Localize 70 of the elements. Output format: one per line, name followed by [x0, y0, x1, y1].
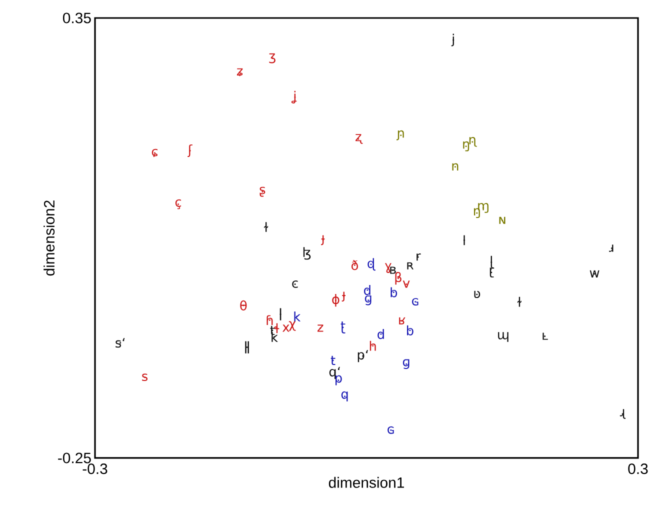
data-label: k [294, 312, 301, 322]
data-label: z [318, 324, 324, 332]
data-label: x [282, 324, 290, 332]
data-label: ǀ [280, 308, 282, 320]
data-label: β [395, 272, 402, 285]
data-label: ʁ [399, 317, 406, 324]
data-label: ɲ [396, 130, 404, 140]
data-label: ɢ [388, 426, 394, 434]
data-label: n [452, 163, 458, 170]
data-label: ɫ [517, 296, 522, 307]
data-label: ɸ [332, 294, 340, 307]
data-label: ǁ [245, 341, 249, 354]
data-label: h [370, 340, 376, 351]
data-label: ɹ [609, 244, 614, 252]
data-label: ɦ [266, 315, 273, 326]
y-axis-title: dimension2 [44, 200, 55, 276]
data-label: q [341, 391, 348, 402]
data-label: ɴ [499, 216, 506, 224]
data-label: v [402, 280, 410, 288]
y-tick-label: 0.35 [62, 12, 91, 24]
x-axis-title: dimension1 [328, 476, 404, 488]
data-label: s‘ [116, 338, 125, 348]
y-tick-label: -0.25 [58, 452, 91, 464]
data-label: t [330, 356, 336, 365]
data-label: ŋ [474, 208, 480, 218]
data-label: d [378, 329, 384, 340]
data-label: ɡ [402, 359, 410, 369]
data-label: ɡ [364, 295, 372, 306]
data-label: b [390, 287, 398, 298]
data-label: ʙ [390, 266, 396, 274]
data-label: ʃ [188, 144, 192, 157]
data-label: ɰ [498, 332, 508, 342]
data-label: ɽ [490, 267, 494, 278]
data-label: s [142, 374, 148, 382]
data-label: ɮ [303, 247, 311, 260]
data-label: ʑ [236, 68, 243, 76]
data-label: ɣ [384, 263, 392, 273]
data-label: ɟ [342, 292, 346, 302]
data-label: ʈ [340, 322, 346, 334]
data-label: c [292, 280, 298, 288]
data-label: ɕ [152, 148, 158, 157]
data-label: ʒ [269, 53, 276, 64]
x-tick-label: 0.3 [628, 463, 648, 474]
data-label: ɬ [274, 323, 280, 334]
data-label: d [364, 285, 370, 296]
data-label: j [451, 34, 454, 46]
data-label: p‘ [358, 350, 368, 362]
data-label: ʝ [291, 90, 297, 104]
data-label: ɟ [321, 235, 325, 246]
data-label: ɢ [412, 298, 418, 306]
data-label: ɻ [620, 409, 626, 419]
data-label: ŋ [463, 141, 470, 152]
data-label: ɳ [469, 136, 477, 147]
data-label: l [464, 235, 465, 246]
data-label: ɫ [264, 222, 268, 232]
data-label: r [416, 253, 421, 261]
data-label: b [407, 325, 414, 336]
data-label: χ [288, 321, 296, 331]
data-label: ʋ [474, 290, 480, 298]
x-tick-label: -0.3 [82, 463, 108, 474]
data-label: ɖ [368, 258, 376, 271]
data-label: ʐ [356, 134, 363, 144]
data-label: ʂ [260, 186, 266, 197]
data-label: ç [175, 199, 182, 210]
data-label: ʟ [542, 332, 548, 340]
data-label: ð [352, 260, 358, 270]
data-label: ʀ [407, 262, 414, 270]
data-label: ɱ [478, 202, 488, 213]
data-label: θ [240, 300, 247, 310]
data-label: w [590, 270, 600, 278]
